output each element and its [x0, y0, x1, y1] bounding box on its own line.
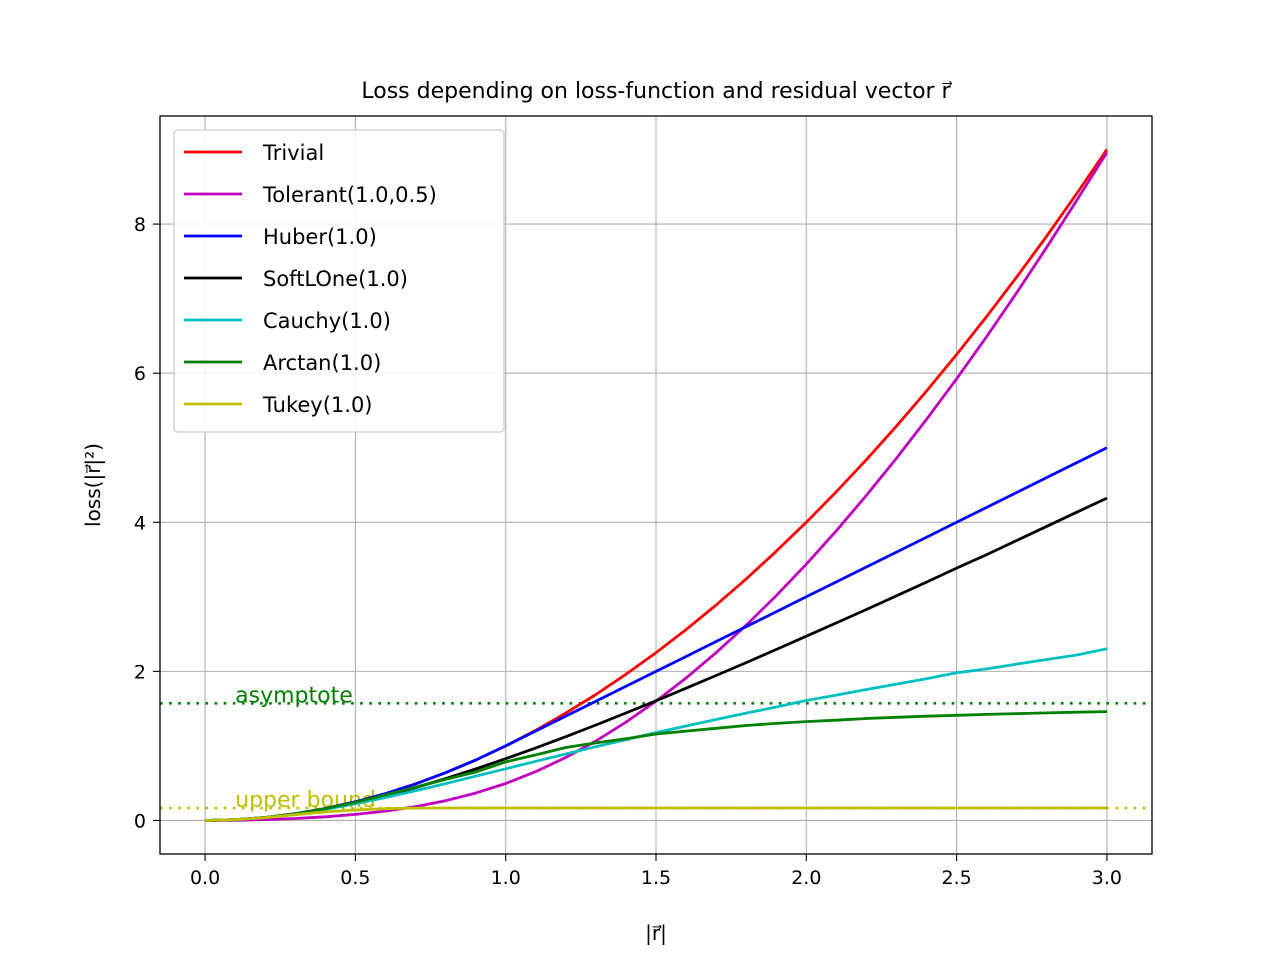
x-tick-label: 0.0 [190, 867, 220, 889]
chart-title: Loss depending on loss-function and resi… [361, 79, 952, 104]
y-tick-label: 0 [134, 810, 146, 832]
series-line-tukey-1-0 [205, 806, 1107, 822]
x-axis-ticks: 0.0 0.5 1.0 1.5 2.0 2.5 3.0 [190, 854, 1122, 889]
series-lines [205, 148, 1109, 822]
x-tick-label: 2.5 [941, 867, 971, 889]
legend-label: SoftLOne(1.0) [263, 267, 408, 291]
reference-line-label: asymptote [235, 683, 353, 708]
y-tick-label: 8 [134, 214, 146, 236]
y-tick-label: 2 [134, 661, 146, 683]
x-axis-label: |r⃗| [645, 921, 667, 945]
y-axis-label: loss(|r⃗|²) [81, 443, 105, 527]
legend-label: Arctan(1.0) [263, 351, 381, 375]
y-tick-label: 6 [134, 363, 146, 385]
legend-label: Huber(1.0) [263, 225, 377, 249]
legend-label: Tolerant(1.0,0.5) [262, 183, 437, 207]
x-tick-label: 0.5 [340, 867, 370, 889]
legend-items: Trivial Tolerant(1.0,0.5) Huber(1.0) SoftLO… [184, 141, 437, 417]
legend-label: Tukey(1.0) [262, 393, 373, 417]
grid [160, 116, 1152, 854]
legend-label: Trivial [262, 141, 324, 165]
x-tick-label: 2.0 [791, 867, 821, 889]
legend-box [173, 129, 505, 433]
y-tick-label: 4 [134, 512, 146, 534]
x-tick-label: 3.0 [1092, 867, 1122, 889]
x-tick-label: 1.0 [491, 867, 521, 889]
series-line-arctan-1-0 [205, 710, 1107, 822]
legend-label: Cauchy(1.0) [263, 309, 391, 333]
x-tick-label: 1.5 [641, 867, 671, 889]
y-axis-ticks: 0 2 4 6 8 [134, 214, 160, 832]
legend: Trivial Tolerant(1.0,0.5) Huber(1.0) SoftLO… [173, 129, 505, 433]
